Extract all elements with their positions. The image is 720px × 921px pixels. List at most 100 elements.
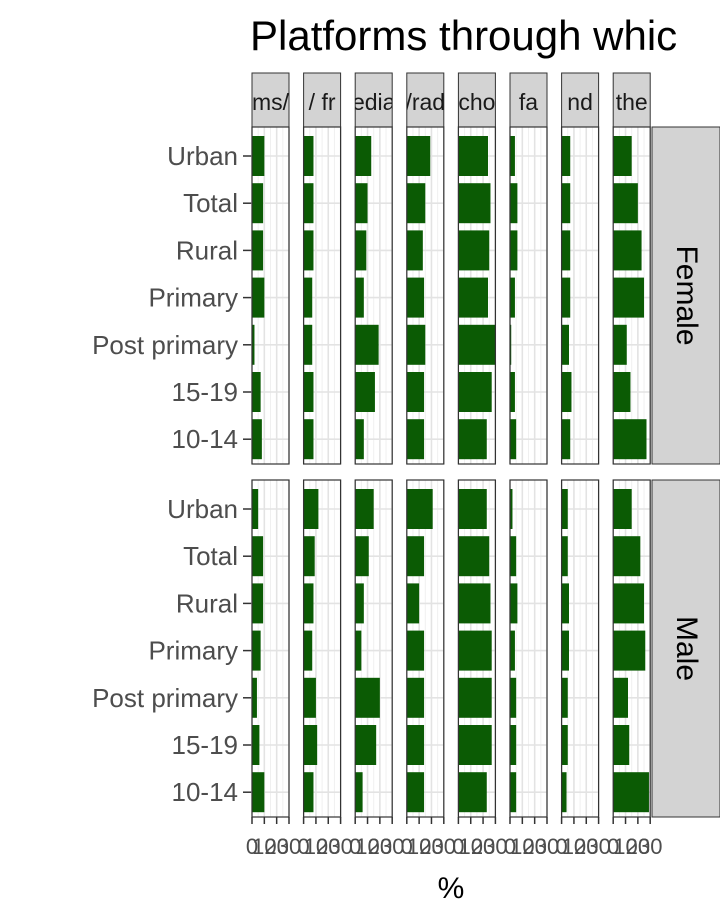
x-tick-label: 30 (328, 834, 352, 859)
x-tick-label: 0 (401, 834, 413, 859)
facet-panel (457, 479, 497, 818)
bar (510, 183, 518, 224)
facet-strip-label: / fr (309, 89, 336, 115)
bar (252, 725, 260, 765)
bar (303, 772, 314, 813)
x-tick-label: 0 (246, 834, 258, 859)
facet-strip-label: edia (352, 89, 396, 115)
x-tick-label: 30 (586, 834, 610, 859)
category-label: 10-14 (172, 777, 239, 807)
x-tick-label: 10 (304, 834, 328, 859)
facet-strip-label: /rad (405, 89, 445, 115)
bar (561, 583, 569, 624)
bar (458, 277, 488, 318)
bar (406, 183, 426, 224)
x-tick-label: 20 (574, 834, 598, 859)
bar (406, 136, 431, 176)
panel-border (560, 479, 600, 818)
bar (252, 677, 257, 718)
bar (510, 136, 515, 176)
x-tick-label: 20 (368, 834, 392, 859)
bar (355, 324, 379, 365)
x-tick-label: 30 (277, 834, 301, 859)
bar (252, 230, 264, 271)
panel-border (457, 479, 496, 818)
bar (303, 536, 315, 577)
bar (355, 630, 362, 671)
bar (510, 725, 517, 765)
bar (406, 372, 425, 412)
facet-panel (302, 479, 342, 818)
bar (561, 136, 571, 176)
x-tick-label: 10 (458, 834, 482, 859)
bar (510, 419, 517, 460)
category-label: Total (183, 541, 238, 571)
bar (406, 419, 425, 460)
x-tick-label: 0 (555, 834, 567, 859)
bar (303, 725, 318, 765)
chart-title: Platforms through whic (250, 12, 677, 59)
bar (303, 583, 314, 624)
category-label: Primary (148, 283, 238, 313)
bar (303, 136, 314, 176)
panel-border (251, 126, 290, 465)
panel-border (406, 479, 445, 818)
bar (613, 536, 641, 577)
x-tick-label: 10 (510, 834, 534, 859)
facet-panel (405, 479, 445, 818)
facet-strip-label: the (616, 89, 648, 115)
panel-border (303, 126, 342, 465)
bar (458, 183, 491, 224)
bar (303, 419, 314, 460)
bar (406, 772, 425, 813)
bar (458, 419, 487, 460)
x-tick-label: 10 (407, 834, 431, 859)
facet-strip-top (251, 72, 290, 128)
bar (303, 230, 314, 271)
bar (355, 136, 372, 176)
bar (561, 725, 568, 765)
bar (252, 372, 261, 412)
facet-panel (509, 479, 548, 818)
x-tick-label: 20 (471, 834, 495, 859)
bar (613, 230, 642, 271)
panel-border (560, 126, 600, 465)
bar (303, 372, 314, 412)
bar (355, 725, 377, 765)
bar (303, 677, 316, 718)
bar (458, 677, 492, 718)
bar (458, 725, 492, 765)
bar (252, 536, 264, 577)
bar (561, 372, 572, 412)
facet-panel (560, 479, 600, 818)
facet-strip-right (651, 126, 720, 465)
facet-strip-top (509, 72, 548, 128)
bar (561, 324, 569, 365)
bar (355, 277, 364, 318)
bar (252, 324, 255, 365)
facet-panel (251, 479, 290, 818)
bar (510, 372, 515, 412)
facet-grid: ms/ / fr edia/rad cho fa nd the Female Urban Tota… (92, 72, 720, 859)
x-axis-label: % (438, 872, 465, 905)
x-tick-label: 0 (452, 834, 464, 859)
facet-panel (354, 126, 394, 465)
bar (613, 324, 627, 365)
bar (252, 583, 264, 624)
bar (406, 324, 426, 365)
x-tick-label: 30 (483, 834, 507, 859)
category-label: Post primary (92, 330, 238, 360)
bar (613, 772, 649, 813)
bar (252, 630, 261, 671)
bar (303, 489, 319, 529)
x-tick-label: 10 (613, 834, 637, 859)
x-tick-label: 20 (626, 834, 650, 859)
bar (303, 630, 313, 671)
bar (252, 419, 262, 460)
x-tick-label: 20 (264, 834, 288, 859)
bar (406, 583, 420, 624)
facet-strip-top (612, 72, 651, 128)
bar (458, 583, 491, 624)
bar (613, 277, 645, 318)
